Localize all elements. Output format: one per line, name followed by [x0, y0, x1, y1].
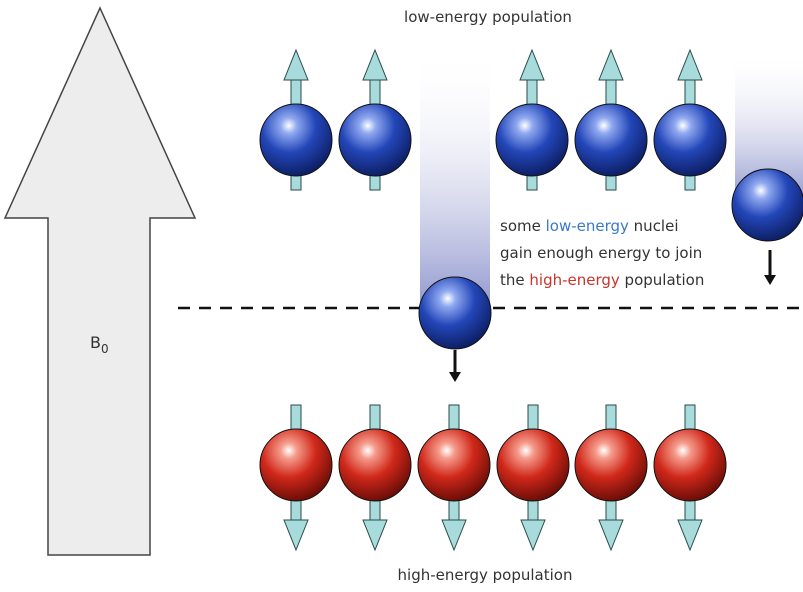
- nuclei: [259, 48, 803, 552]
- spin-head: [362, 519, 388, 552]
- spin-head: [283, 519, 309, 552]
- nucleus: [259, 103, 333, 177]
- field-symbol: B: [90, 333, 101, 352]
- nucleus: [574, 428, 648, 502]
- drop-arrow-head: [449, 372, 461, 382]
- transition-trail: [420, 50, 490, 312]
- annotation-highlight: high-energy: [529, 271, 620, 289]
- nucleus: [338, 103, 412, 177]
- nucleus: [418, 276, 492, 350]
- nucleus: [495, 103, 569, 177]
- spin-head: [519, 48, 545, 81]
- annotation-line: gain enough energy to join: [500, 244, 702, 262]
- field-label: B0: [90, 333, 109, 356]
- annotation-text: nuclei: [629, 217, 679, 235]
- nucleus: [653, 103, 727, 177]
- annotation-line: some low-energy nuclei: [500, 217, 679, 235]
- annotation-highlight: low-energy: [546, 217, 629, 235]
- nucleus: [574, 103, 648, 177]
- spin-head: [441, 519, 467, 552]
- spin-head: [283, 48, 309, 81]
- field-subscript: 0: [101, 342, 109, 356]
- nucleus: [653, 428, 727, 502]
- low-population-label: low-energy population: [404, 8, 572, 26]
- spin-head: [677, 519, 703, 552]
- nucleus: [417, 428, 491, 502]
- nucleus: [496, 428, 570, 502]
- nucleus: [731, 168, 803, 242]
- field-arrow: [3, 6, 197, 556]
- drop-arrow-head: [764, 275, 776, 285]
- annotation-text: some: [500, 217, 546, 235]
- spin-head: [677, 48, 703, 81]
- annotation-text: the: [500, 271, 529, 289]
- spin-head: [598, 48, 624, 81]
- spin-head: [520, 519, 546, 552]
- nucleus: [259, 428, 333, 502]
- spin-head: [598, 519, 624, 552]
- annotation-text: population: [620, 271, 705, 289]
- spin-head: [362, 48, 388, 81]
- high-population-label: high-energy population: [398, 566, 573, 584]
- annotation-line: the high-energy population: [500, 271, 704, 289]
- nucleus: [338, 428, 412, 502]
